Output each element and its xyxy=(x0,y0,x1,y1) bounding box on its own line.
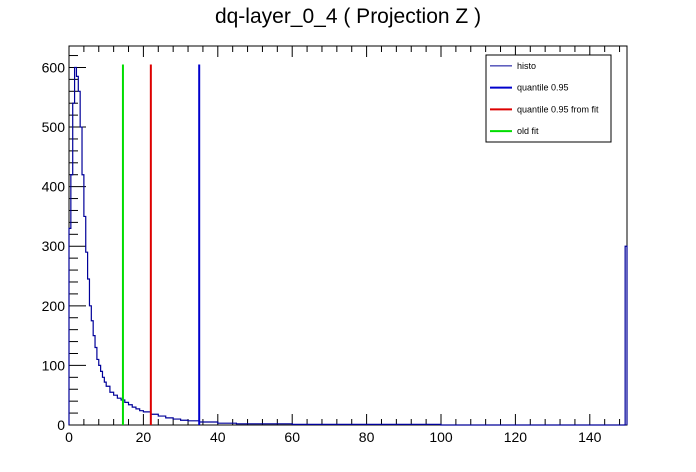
legend-label: quantile 0.95 from fit xyxy=(517,104,599,114)
y-tick-label: 300 xyxy=(42,238,66,254)
legend-label: histo xyxy=(517,61,536,71)
x-tick-label: 120 xyxy=(504,429,528,445)
legend-label: old fit xyxy=(517,126,539,136)
y-tick-label: 600 xyxy=(42,59,66,75)
axes: 0 20 40 60 80 100 120 140 0 100 200 300 400 500 600 xyxy=(42,45,628,445)
x-tick-label: 140 xyxy=(578,429,602,445)
y-tick-label: 500 xyxy=(42,119,66,135)
histogram-layer xyxy=(68,66,628,426)
x-tick-label: 60 xyxy=(284,429,300,445)
x-tick-label: 100 xyxy=(429,429,453,445)
y-tick-label: 100 xyxy=(42,357,66,373)
legend: histo quantile 0.95 quantile 0.95 from fit… xyxy=(485,54,612,143)
y-tick-label: 400 xyxy=(42,179,66,195)
y-tick-label: 200 xyxy=(42,298,66,314)
legend-label: quantile 0.95 xyxy=(517,83,569,93)
y-tick-label: 0 xyxy=(57,417,65,433)
legend-box xyxy=(485,54,612,143)
quantile-lines xyxy=(121,64,201,425)
x-tick-label: 40 xyxy=(210,429,226,445)
histo-series xyxy=(68,66,628,426)
x-tick-label: 80 xyxy=(359,429,375,445)
chart-title: dq-layer_0_4 ( Projection Z ) xyxy=(215,5,481,28)
x-tick-label: 20 xyxy=(136,429,152,445)
x-tick-label: 0 xyxy=(65,429,73,445)
